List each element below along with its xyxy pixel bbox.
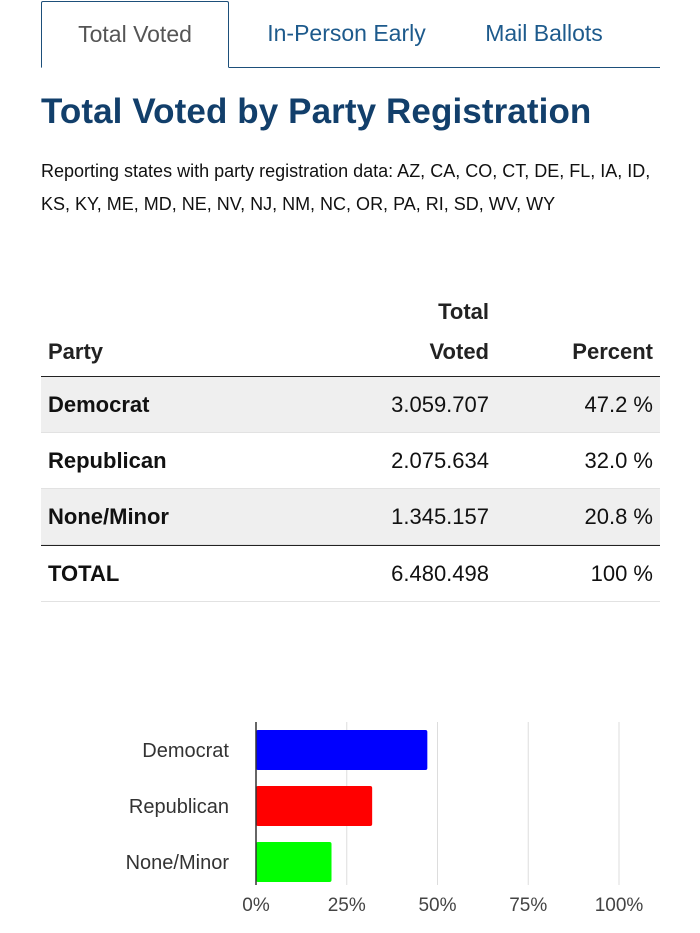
cell-party: None/Minor [48, 503, 169, 529]
table-header: Party Total Voted Percent [41, 292, 660, 377]
tab-mail-ballots[interactable]: Mail Ballots [485, 20, 603, 46]
cell-total-voted: 2.075.634 [391, 447, 489, 473]
cell-percent: 20.8 % [584, 503, 654, 529]
header-percent: Percent [572, 339, 653, 364]
reporting-states-note: Reporting states with party registration… [41, 161, 651, 214]
party-table: Party Total Voted Percent Democrat 3.059… [41, 292, 660, 602]
category-label: Democrat [142, 740, 229, 762]
x-tick-label: 75% [509, 895, 547, 916]
bar-none-minor [256, 842, 332, 882]
header-total-line1: Total [438, 299, 489, 324]
cell-total-voted: 1.345.157 [391, 503, 489, 529]
header-party: Party [48, 339, 104, 364]
cell-party-total: TOTAL [48, 560, 120, 586]
x-tick-label: 25% [328, 895, 366, 916]
cell-total-voted: 3.059.707 [391, 391, 489, 417]
category-label: None/Minor [126, 852, 230, 874]
page-title: Total Voted by Party Registration [41, 92, 592, 131]
bar-democrat [256, 730, 428, 770]
category-label: Republican [129, 796, 229, 818]
x-tick-label: 100% [595, 895, 644, 916]
bar-republican [256, 786, 373, 826]
cell-percent-total: 100 % [590, 560, 653, 586]
tab-bar: Total Voted In-Person Early Mail Ballots [41, 0, 660, 68]
table-row: Democrat 3.059.707 47.2 % [41, 377, 660, 433]
cell-total-voted-total: 6.480.498 [391, 560, 489, 586]
tab-total-voted[interactable]: Total Voted [41, 1, 229, 68]
table-row: None/Minor 1.345.157 20.8 % [41, 489, 660, 545]
table-total-row: TOTAL 6.480.498 100 % [41, 545, 660, 602]
header-total-line2: Voted [429, 339, 489, 364]
cell-party: Republican [48, 447, 167, 473]
x-tick-label: 0% [242, 895, 270, 916]
party-bar-chart: 0% 25% 50% 75% 100% Democrat Republican None/Mi… [126, 722, 644, 916]
header-total-voted: Total Voted [430, 292, 489, 372]
x-tick-label: 50% [418, 895, 456, 916]
table-row: Republican 2.075.634 32.0 % [41, 433, 660, 489]
cell-percent: 47.2 % [584, 391, 654, 417]
cell-party: Democrat [48, 391, 150, 417]
tab-in-person-early[interactable]: In-Person Early [267, 20, 426, 46]
cell-percent: 32.0 % [584, 447, 654, 473]
